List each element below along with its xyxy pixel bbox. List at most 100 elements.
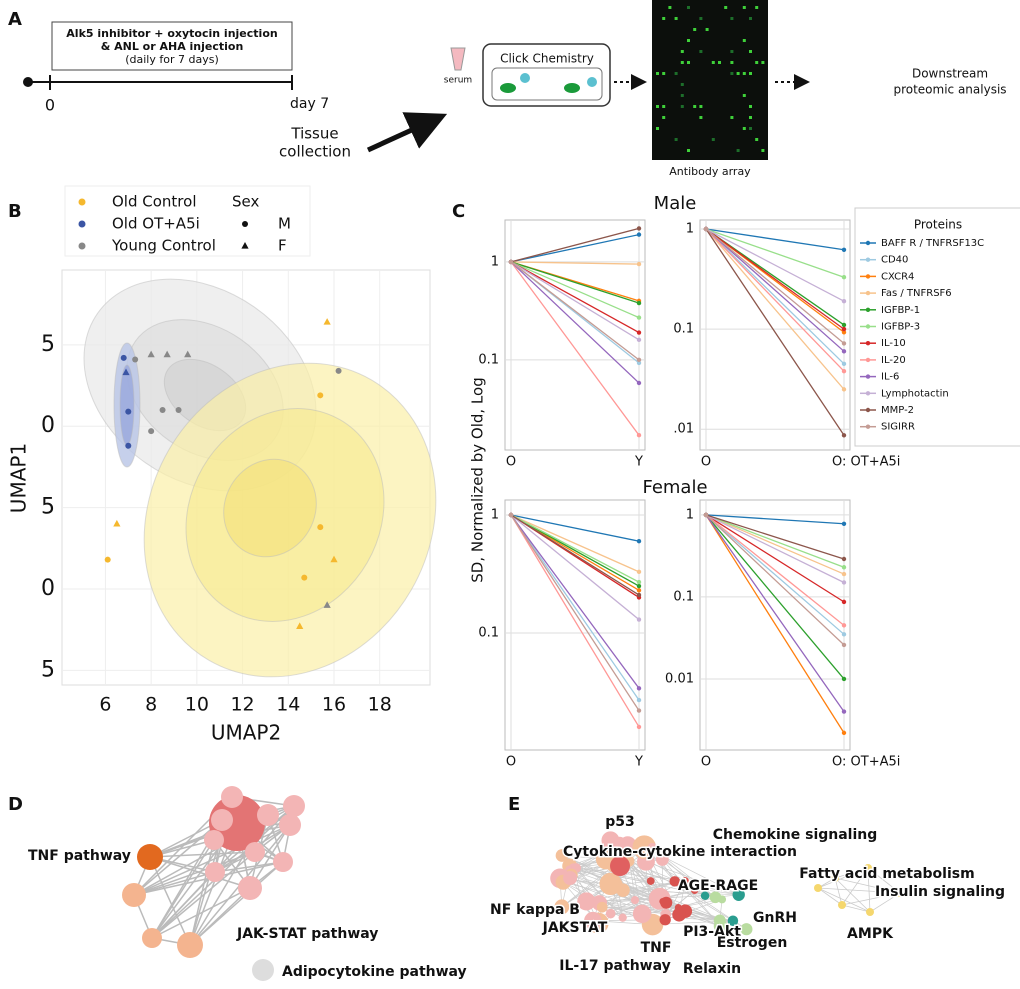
node [610,856,630,876]
legend-label: Lymphotactin [881,388,949,399]
edge [834,877,843,906]
line [510,261,640,334]
row-title: Male [654,193,697,214]
line [705,514,845,568]
node-label: TNF pathway [28,848,131,864]
point [296,622,304,630]
density-ellipse [119,364,135,446]
point [148,428,155,435]
point [841,341,847,346]
array-spot [699,17,703,20]
array-spot [674,138,678,141]
node [122,883,146,907]
node-label: TNF [641,940,672,956]
molecule [520,73,530,83]
legend-marker [78,198,86,206]
point [841,632,847,637]
node [211,809,233,831]
line [705,228,845,436]
panel-label: B [8,201,22,222]
array-spot [680,61,684,64]
line [705,514,845,584]
node-label: Chemokine signaling [713,827,878,843]
array-spot [687,149,690,152]
edge [133,871,216,896]
node-label: Insulin signaling [875,884,1005,900]
legend-marker [865,357,871,363]
node [732,888,745,901]
legend-marker [78,242,86,250]
node [283,795,305,817]
line [510,261,640,341]
y-axis-label: SD, Normalized by Old, Log [469,377,487,582]
edge [189,887,251,946]
node [177,932,203,958]
point [120,354,127,361]
point [703,226,709,232]
array-spot [730,17,734,20]
node [584,911,602,930]
node-label: NF kappa B [490,902,580,918]
point [125,408,132,415]
x-tick-label: O [506,455,516,470]
legend-label: MMP-2 [881,405,914,416]
node [632,904,652,924]
point [317,524,324,531]
y-axis-label: UMAP1 [7,443,31,513]
panel-c: C 1 0.1 O Y 1 0.1 .01 O O: OT+A5i 1 0.1 O Y 1 0.1 0.01 O… [452,193,1020,770]
line [510,514,640,711]
node [831,874,839,882]
edge [841,867,869,906]
point [636,588,642,593]
panel-label: C [452,201,465,222]
x-tick-label: Y [634,455,643,470]
node-label: Relaxin [683,961,741,977]
array-spot [680,50,684,53]
point [636,617,642,622]
point [636,432,642,438]
array-spot [730,61,734,64]
point [841,642,847,648]
click-title: Click Chemistry [500,52,594,66]
y-tick-label: 0.1 [478,626,499,641]
point [636,300,642,306]
legend-marker [865,257,871,262]
node [672,907,687,922]
array-spot [730,116,734,119]
node [555,849,569,862]
node [601,831,620,850]
line [705,228,845,330]
panel-d: D TNF pathway JAK-STAT pathway Adipocytoki… [8,786,467,981]
point [636,261,642,267]
line [705,228,845,302]
y-tick-label: 5 [41,495,55,520]
y-tick-label: 5 [41,332,55,357]
x-tick-label: 12 [230,694,254,716]
molecule [587,77,597,87]
point [841,623,847,628]
arrow [366,112,448,153]
point [104,556,111,563]
point [841,433,847,438]
point [841,299,847,304]
line [705,514,845,635]
point [335,367,342,374]
line [705,514,845,560]
edge [817,887,843,906]
point [122,368,130,376]
point [184,350,192,358]
node [273,852,293,872]
legend-marker [78,220,86,228]
array-spot [674,17,678,20]
legend [64,185,311,257]
node [599,872,622,896]
edge [249,824,291,889]
point [636,357,642,363]
edge [867,867,901,894]
edge [645,861,739,896]
array-label: Antibody array [669,165,751,178]
node [142,928,162,948]
array-spot [742,39,746,42]
